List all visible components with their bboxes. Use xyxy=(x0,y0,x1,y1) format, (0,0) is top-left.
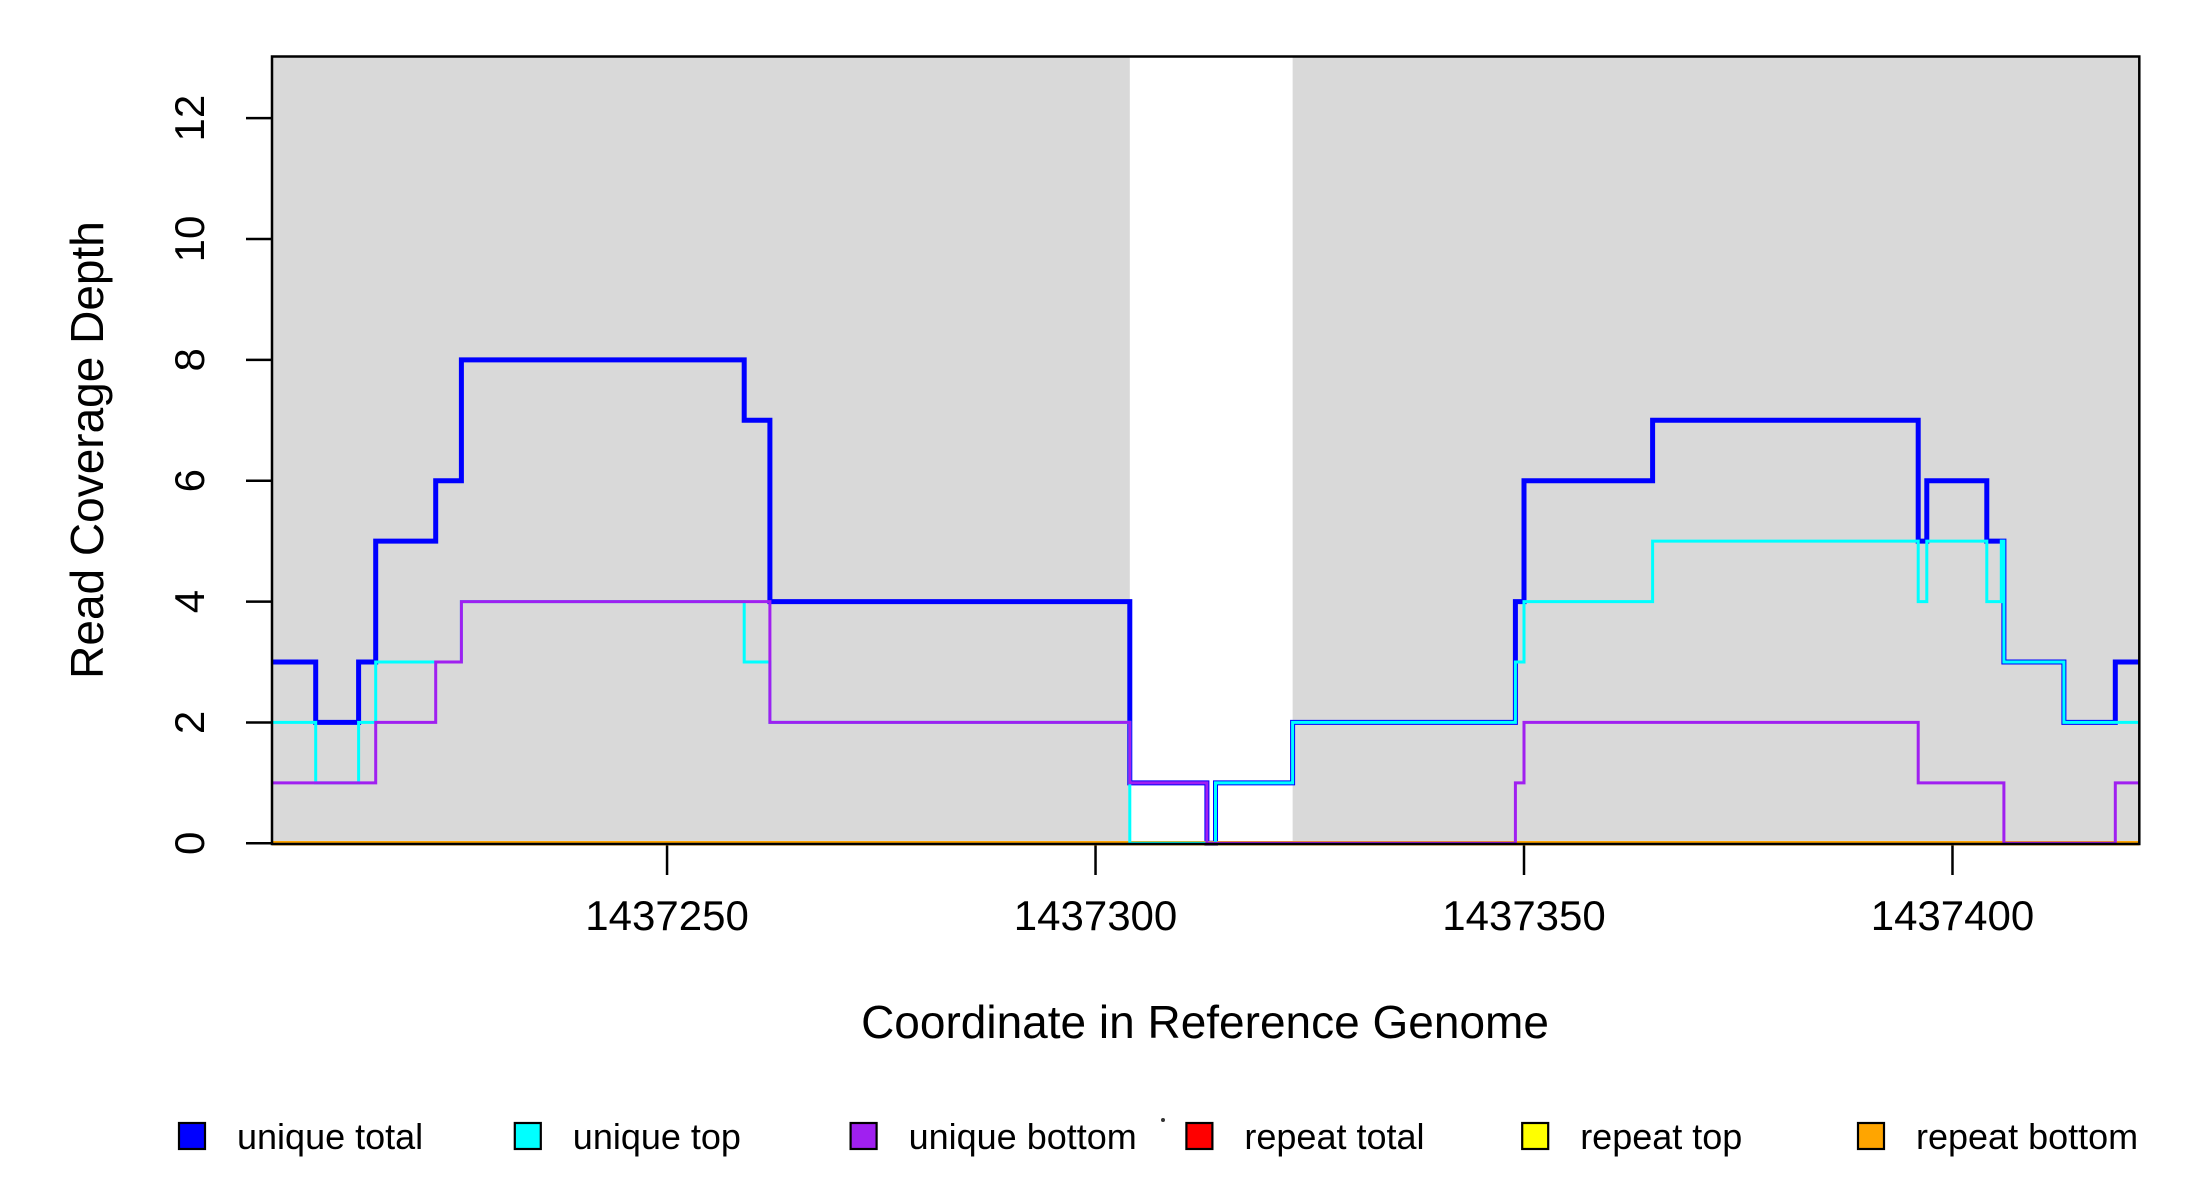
legend-label: unique total xyxy=(237,1116,423,1157)
y-tick-label: 8 xyxy=(166,348,213,371)
legend-label: repeat bottom xyxy=(1916,1116,2138,1157)
y-axis-title: Read Coverage Depth xyxy=(61,221,113,679)
legend-item-repeat-total: repeat total xyxy=(1185,1116,1425,1157)
legend-swatch-icon xyxy=(1185,1121,1214,1151)
legend-label: repeat total xyxy=(1244,1116,1424,1157)
y-tick-label: 10 xyxy=(166,216,213,263)
legend-label: unique top xyxy=(573,1116,741,1157)
y-tick-label: 4 xyxy=(166,590,213,613)
legend-label: unique bottom xyxy=(909,1116,1137,1157)
legend-swatch-icon xyxy=(513,1121,542,1151)
legend-item-repeat-bottom: repeat bottom xyxy=(1856,1116,2138,1157)
right-gray-region xyxy=(1292,56,2140,844)
y-tick-label: 2 xyxy=(166,711,213,734)
y-tick-label: 12 xyxy=(166,95,213,142)
legend-item-repeat-top: repeat top xyxy=(1521,1116,1742,1157)
legend-item-unique-bottom: unique bottom xyxy=(849,1116,1137,1157)
legend: unique total unique top unique bottom repea… xyxy=(177,1116,2138,1157)
legend-swatch-icon xyxy=(1521,1121,1550,1151)
x-tick-label: 1437300 xyxy=(1014,892,1178,939)
x-tick-label: 1437250 xyxy=(585,892,749,939)
legend-swatch-icon xyxy=(177,1121,207,1151)
legend-item-unique-top: unique top xyxy=(513,1116,741,1157)
x-axis-title: Coordinate in Reference Genome xyxy=(861,996,1549,1048)
y-tick-label: 6 xyxy=(166,469,213,492)
legend-swatch-icon xyxy=(849,1121,878,1151)
legend-item-unique-total: unique total xyxy=(177,1116,423,1157)
left-gray-region xyxy=(272,56,1130,844)
legend-label: repeat top xyxy=(1580,1116,1742,1157)
series-line-unique-bottom xyxy=(272,600,2140,845)
stray-dot xyxy=(1161,1118,1165,1122)
series-line-unique-top xyxy=(272,539,2140,845)
x-tick-label: 1437400 xyxy=(1871,892,2035,939)
plot-box xyxy=(270,55,2141,846)
legend-swatch-icon xyxy=(1856,1121,1886,1151)
y-tick-label: 0 xyxy=(166,832,213,855)
x-tick-label: 1437350 xyxy=(1442,892,1606,939)
